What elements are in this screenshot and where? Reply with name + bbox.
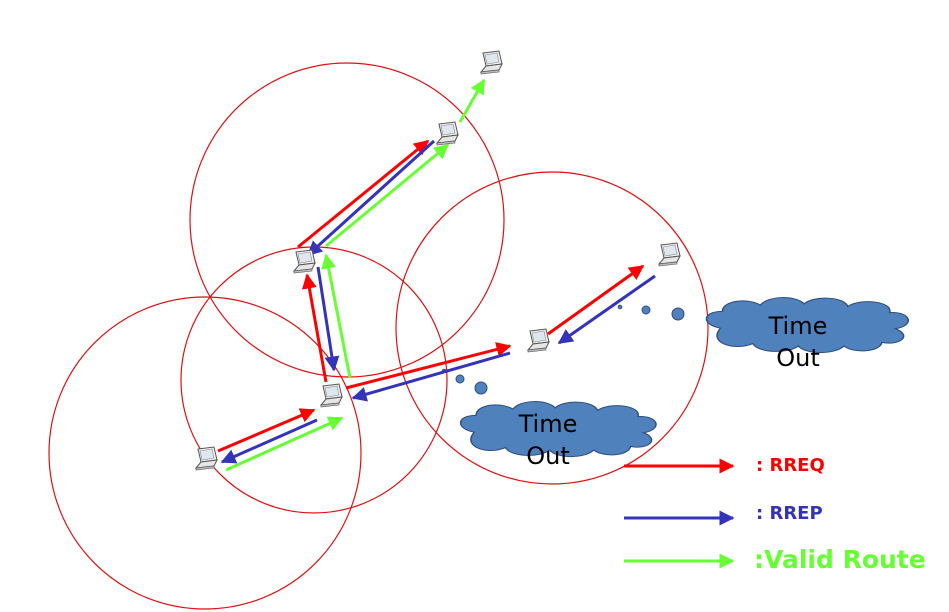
legend-rrep-label: : RREP (756, 503, 823, 524)
rreq-arrow (297, 139, 430, 249)
rrep-arrows (220, 139, 656, 464)
rrep-arrow (306, 139, 436, 257)
range-circle-relay-right (395, 171, 709, 485)
laptop-icon (658, 242, 681, 267)
rrep-arrow (351, 351, 511, 402)
laptop-icon (480, 50, 503, 75)
timeout-cloud-right: Time Out (705, 296, 910, 372)
range-circle-relay-center (180, 246, 448, 514)
valid-route-arrow (321, 253, 352, 379)
laptop-icon (320, 383, 343, 408)
valid-route-arrow (325, 143, 450, 248)
legend-valid-route-label: :Valid Route (754, 545, 926, 574)
range-circle-relay-upper (189, 62, 505, 378)
valid-route-arrows (225, 78, 486, 472)
range-circles (48, 62, 709, 610)
cloud-bottom-line1: Time (518, 410, 578, 438)
bubble-dot (474, 381, 488, 395)
rrep-arrow (557, 274, 656, 345)
rreq-arrows (217, 139, 645, 453)
bubble-dot (671, 307, 685, 321)
rrep-arrow (316, 266, 340, 372)
timeout-cloud-bottom: Time Out (459, 400, 657, 470)
cloud-bottom-line2: Out (526, 442, 570, 470)
laptop-icon (436, 121, 459, 146)
bubble-dot (641, 305, 651, 315)
valid-route-arrow (458, 78, 486, 123)
cloud-right-line2: Out (776, 344, 820, 372)
rreq-arrow (547, 264, 645, 336)
timeout-bubbles (441, 304, 685, 395)
laptop-icon (527, 328, 550, 353)
bubble-dot (455, 374, 465, 384)
legend: : RREQ : RREP :Valid Route (624, 455, 926, 574)
rreq-arrow (217, 408, 316, 453)
laptop-icon (195, 446, 218, 471)
laptop-icon (293, 249, 316, 274)
legend-rreq-label: : RREQ (756, 455, 825, 476)
rrep-arrow (220, 418, 318, 464)
bubble-dot (617, 304, 623, 310)
rreq-arrow (301, 273, 328, 383)
cloud-right-line1: Time (768, 312, 828, 340)
rreq-arrow (345, 342, 512, 390)
range-circle-source (48, 296, 362, 610)
valid-route-arrow (225, 416, 344, 472)
